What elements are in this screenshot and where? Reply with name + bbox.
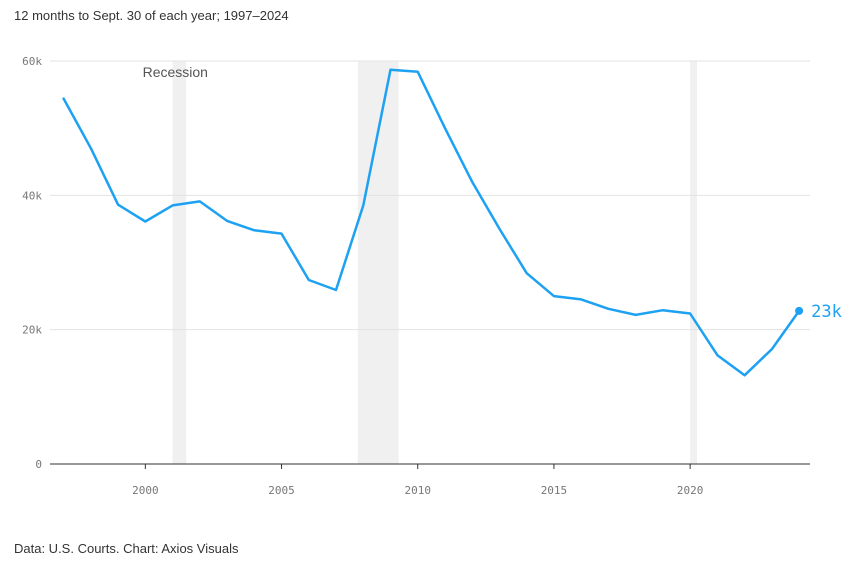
x-axis-ticks: 2000 2005 2010 2015 2020	[132, 464, 703, 497]
chart-subtitle: 12 months to Sept. 30 of each year; 1997…	[14, 8, 289, 23]
recession-band-2	[357, 61, 399, 464]
x-tick-label-2005: 2005	[268, 484, 295, 497]
series-line	[62, 68, 801, 377]
y-tick-label-60k: 60k	[22, 55, 42, 68]
x-tick-label-2000: 2000	[132, 484, 159, 497]
x-tick-label-2020: 2020	[677, 484, 704, 497]
y-tick-label-20k: 20k	[22, 324, 42, 337]
source-note: Data: U.S. Courts. Chart: Axios Visuals	[14, 541, 239, 556]
recession-band-1	[172, 61, 187, 464]
gridlines	[50, 60, 810, 465]
recession-label: Recession	[143, 64, 208, 80]
end-value-label: 23k	[811, 302, 842, 322]
y-tick-label-0: 0	[35, 458, 42, 471]
y-tick-label-40k: 40k	[22, 189, 42, 202]
x-tick-label-2015: 2015	[541, 484, 568, 497]
series-group: 23k	[62, 68, 842, 377]
x-tick-label-2010: 2010	[404, 484, 431, 497]
recession-bands	[172, 61, 697, 464]
end-point-marker	[795, 306, 804, 315]
y-axis-ticks: 0 20k 40k 60k	[22, 55, 42, 471]
recession-band-3	[690, 61, 697, 464]
